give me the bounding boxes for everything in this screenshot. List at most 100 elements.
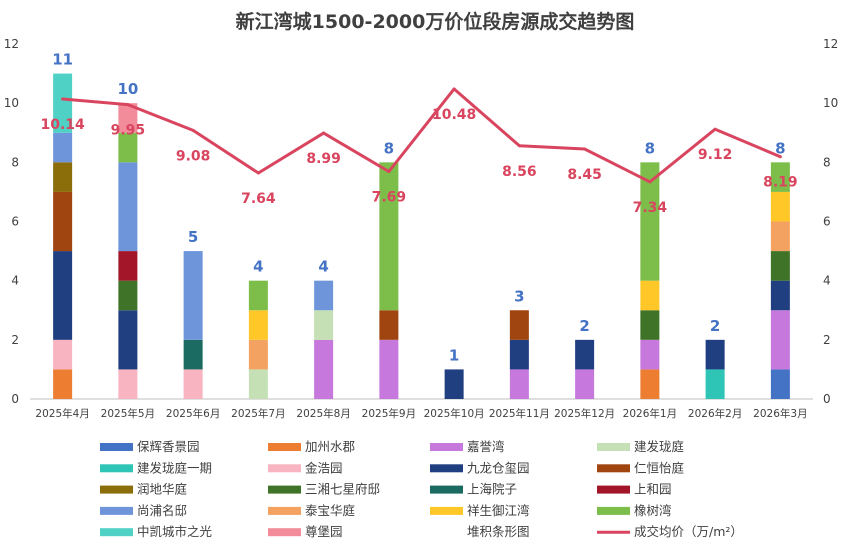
y2-tick-label: 10 xyxy=(823,96,838,110)
x-tick-label: 2025年10月 xyxy=(424,407,485,420)
legend-swatch xyxy=(100,528,133,537)
y-tick-label: 0 xyxy=(11,392,19,406)
bar-segment xyxy=(118,310,138,370)
legend-swatch xyxy=(268,528,301,537)
bar-segment xyxy=(705,369,725,399)
y-tick-label: 6 xyxy=(11,215,19,229)
bar-segment xyxy=(770,369,790,399)
avg-price-label: 7.34 xyxy=(633,200,668,216)
bar-total-label: 4 xyxy=(253,258,263,276)
bar-segment xyxy=(509,310,529,340)
y-tick-label: 4 xyxy=(11,274,19,288)
bar-total-label: 4 xyxy=(318,258,328,276)
bar-segment xyxy=(118,251,138,281)
bar-segment xyxy=(314,310,334,340)
bar-segment xyxy=(770,310,790,370)
legend-swatch xyxy=(597,443,630,451)
y-tick-label: 2 xyxy=(11,333,19,347)
avg-price-point xyxy=(648,180,652,184)
y-tick-label: 10 xyxy=(4,96,19,110)
legend-label: 橡树湾 xyxy=(634,503,672,518)
legend-swatch xyxy=(100,506,133,515)
legend-swatch xyxy=(268,506,301,515)
bar-total-label: 1 xyxy=(449,346,459,364)
avg-price-point xyxy=(61,97,65,101)
legend-swatch xyxy=(430,443,463,451)
bar-segment xyxy=(118,369,138,399)
legend-label: 建发珑庭 xyxy=(634,439,685,454)
avg-price-point xyxy=(126,103,130,107)
legend-label: 上和园 xyxy=(634,482,672,497)
avg-price-label: 8.19 xyxy=(763,175,798,191)
x-tick-label: 2026年3月 xyxy=(753,407,807,420)
legend-label: 成交均价（万/m²） xyxy=(634,524,743,539)
y-tick-label: 8 xyxy=(11,155,19,169)
bar-segment xyxy=(53,369,73,399)
legend-swatch xyxy=(430,464,463,473)
bar-segment xyxy=(509,369,529,399)
bar-segment xyxy=(53,191,73,252)
bar-segment xyxy=(640,310,660,340)
bar-segment xyxy=(53,162,73,192)
bar-segment xyxy=(53,73,73,133)
bar-segment xyxy=(248,369,268,399)
legend-label: 尊堡园 xyxy=(305,524,343,539)
legend-label: 中凯城市之光 xyxy=(137,524,212,539)
avg-price-label: 9.08 xyxy=(176,148,211,164)
bar-segment xyxy=(118,280,138,311)
avg-price-point xyxy=(778,155,782,159)
bar-segment xyxy=(770,162,790,192)
legend-swatch xyxy=(268,443,301,451)
bar-total-label: 8 xyxy=(645,139,655,157)
legend-swatch xyxy=(597,506,630,515)
y2-tick-label: 0 xyxy=(823,392,831,406)
bar-segment xyxy=(118,132,138,163)
legend-label: 尚浦名邸 xyxy=(137,503,187,518)
bar-total-label: 2 xyxy=(579,317,589,335)
bar-segment xyxy=(770,280,790,311)
x-tick-label: 2025年6月 xyxy=(166,407,220,420)
legend-label: 嘉誉湾 xyxy=(467,439,505,454)
bar-segment xyxy=(183,369,203,399)
bar-total-label: 5 xyxy=(188,228,198,246)
legend-swatch xyxy=(430,506,463,515)
bar-segment xyxy=(640,339,660,370)
bar-segment xyxy=(379,310,399,340)
avg-price-label: 8.45 xyxy=(567,167,602,183)
bar-segment xyxy=(118,103,138,133)
legend-swatch xyxy=(268,464,301,473)
chart-title: 新江湾城1500-2000万价位段房源成交趋势图 xyxy=(236,10,635,33)
bar-segment xyxy=(118,162,138,252)
avg-price-label: 10.48 xyxy=(432,107,476,123)
bar-segment xyxy=(770,191,790,222)
bar-segment xyxy=(53,132,73,163)
avg-price-label: 9.95 xyxy=(111,123,146,139)
x-tick-label: 2025年8月 xyxy=(296,407,350,420)
legend-swatch xyxy=(597,464,630,473)
bar-segment xyxy=(314,339,334,399)
legend-label: 堆积条形图 xyxy=(467,524,530,539)
legend-label: 九龙仓玺园 xyxy=(467,460,530,475)
y2-tick-label: 2 xyxy=(823,333,831,347)
bar-total-label: 2 xyxy=(710,317,720,335)
bar-total-label: 11 xyxy=(52,51,73,69)
bar-segment xyxy=(53,339,73,370)
bars xyxy=(53,73,790,399)
x-tick-label: 2025年11月 xyxy=(489,407,550,420)
y2-tick-label: 6 xyxy=(823,215,831,229)
avg-price-label: 7.64 xyxy=(241,191,276,207)
avg-price-point xyxy=(713,127,717,131)
bar-segment xyxy=(183,339,203,370)
legend-swatch xyxy=(430,485,463,494)
legend-label: 加州水郡 xyxy=(305,439,355,454)
legend-label: 三湘七星府邸 xyxy=(305,482,380,497)
y2-tick-label: 4 xyxy=(823,274,831,288)
x-tick-label: 2025年7月 xyxy=(231,407,285,420)
bar-segment xyxy=(770,221,790,252)
legend-label: 保辉香景园 xyxy=(137,439,200,454)
bar-segment xyxy=(640,369,660,399)
avg-price-label: 9.12 xyxy=(698,147,733,163)
x-tick-label: 2026年2月 xyxy=(688,407,742,420)
